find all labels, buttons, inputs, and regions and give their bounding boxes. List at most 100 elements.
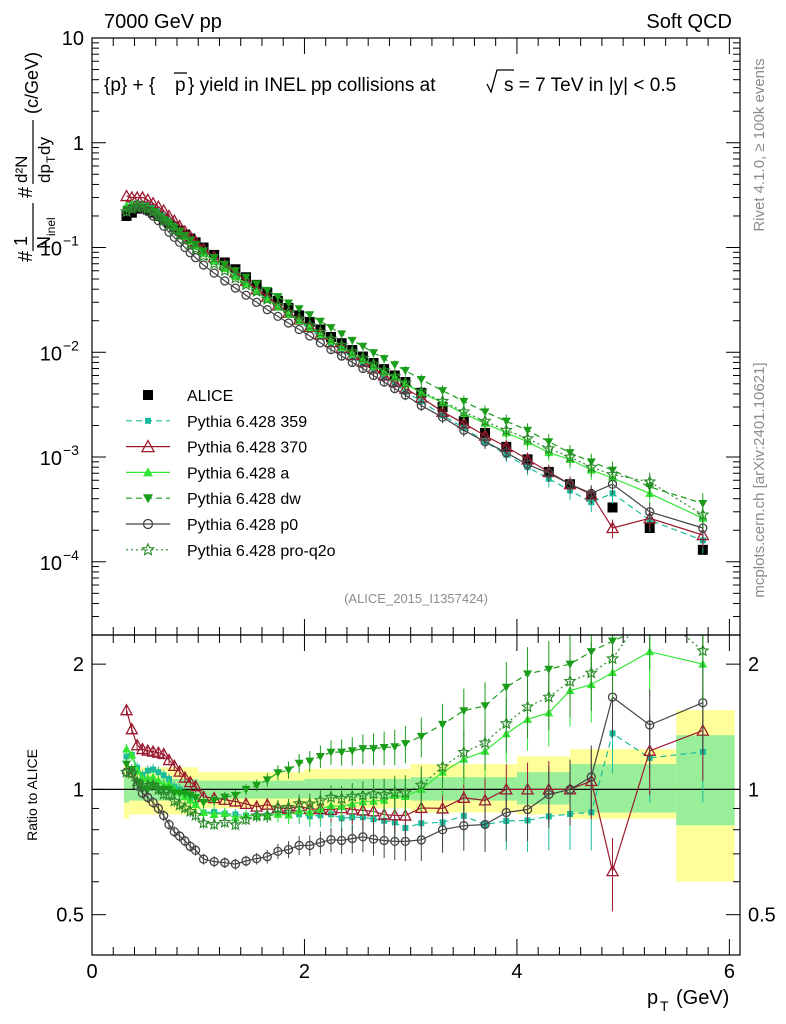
ratio-point-pq2o <box>542 690 556 703</box>
ratio-ytick-label: 2 <box>73 654 84 676</box>
side-label-top: Rivet 4.1.0, ≥ 100k events <box>751 58 768 231</box>
xtick-label: 4 <box>511 961 522 983</box>
ratio-point-pp0 <box>437 825 448 835</box>
main-ytick-label: 10 <box>62 28 84 50</box>
point-pdw <box>273 293 283 302</box>
ratio-point-p370 <box>414 801 428 814</box>
point-pp0 <box>252 297 262 307</box>
ratio-point-p370 <box>457 790 471 803</box>
ylabel-hash2: # <box>15 186 37 198</box>
point-pq2o <box>178 232 192 245</box>
legend-label-pdw: Pythia 6.428 dw <box>187 491 301 508</box>
ratio-point-p370 <box>239 797 253 810</box>
sqrt-sign <box>486 69 514 94</box>
point-pq2o <box>218 263 232 277</box>
ratio-point-pq2o <box>414 778 428 791</box>
legend-marker-ALICE <box>143 390 153 400</box>
ratio-point-pp0 <box>241 856 251 866</box>
header-right: Soft QCD <box>646 11 732 33</box>
point-pp0 <box>390 383 400 394</box>
ratio-ytick-label: 0.5 <box>56 905 84 927</box>
point-pp0 <box>305 331 315 341</box>
ratio-point-pp0 <box>645 720 655 730</box>
ratio-point-pq2o <box>218 815 232 828</box>
ratio-point-pp0 <box>143 792 153 803</box>
point-pq2o <box>188 241 203 255</box>
ratio-point-pa <box>220 809 230 818</box>
point-pq2o <box>542 441 556 455</box>
ratio-point-pq2o <box>335 791 349 805</box>
ylabel-d2n: d²N <box>12 156 31 183</box>
ratio-point-p370 <box>388 808 402 821</box>
ylabel-dp: dp <box>35 164 54 183</box>
main-ytick-label-base: 10 <box>40 239 62 261</box>
point-pp0 <box>565 479 575 489</box>
point-pa <box>273 302 283 311</box>
ylabel-hash1: # <box>15 250 37 262</box>
ratio-point-pq2o <box>196 816 211 829</box>
point-pp0 <box>336 351 347 361</box>
ratio-point-p359 <box>123 753 130 760</box>
ratio-point-pp0 <box>544 789 554 800</box>
ratio-point-pa <box>199 808 209 817</box>
point-pq2o <box>499 423 513 436</box>
point-pq2o <box>605 467 620 481</box>
point-pq2o <box>696 507 710 521</box>
ratio-point-pdw <box>273 769 283 778</box>
main-ytick-label-exp: −3 <box>63 442 79 458</box>
ratio-series-pq2o <box>119 635 710 831</box>
ratio-point-p370 <box>162 753 176 766</box>
ratio-point-pp0 <box>209 856 219 867</box>
ratio-point-p370 <box>188 779 203 792</box>
point-pdw <box>315 317 325 326</box>
ratio-point-pdw <box>698 602 707 610</box>
point-pp0 <box>400 390 411 400</box>
ratio-point-pp0 <box>190 845 201 855</box>
point-pdw <box>501 417 511 426</box>
point-pq2o <box>478 414 492 427</box>
main-ytick-label-base: 10 <box>40 448 62 470</box>
ratio-point-p370 <box>398 808 412 821</box>
point-pq2o <box>377 363 391 377</box>
xtick-label: 2 <box>299 961 310 983</box>
point-pq2o <box>563 450 577 463</box>
ratio-point-pp0 <box>273 846 283 857</box>
ratio-point-p370 <box>228 794 243 807</box>
ratio-point-pq2o <box>303 796 317 810</box>
ratio-point-pdw <box>305 757 315 766</box>
ratio-point-pp0 <box>252 853 262 864</box>
ratio-point-pdw <box>199 799 209 808</box>
ratio-point-pq2o <box>457 745 471 758</box>
point-pp0 <box>198 260 209 270</box>
ratio-point-pp0 <box>416 835 426 845</box>
legend-label-pp0: Pythia 6.428 p0 <box>187 517 298 534</box>
point-pdw <box>698 500 708 509</box>
main-ytick-label-exp: −4 <box>63 547 79 563</box>
ratio-point-pa <box>164 779 174 788</box>
ratio-point-pq2o <box>377 787 391 801</box>
legend-marker-p359 <box>145 417 151 424</box>
main-ytick-label-base: 10 <box>40 553 62 575</box>
title-part-c: } yield in INEL pp collisions at <box>188 75 436 96</box>
ratio-y-axis-label: Ratio to ALICE <box>24 749 40 841</box>
point-pp0 <box>220 276 230 286</box>
main-ytick-label: 1 <box>73 133 84 155</box>
title-part-d: s = 7 TeV in |y| < 0.5 <box>504 75 676 96</box>
point-pp0 <box>416 400 426 411</box>
point-pq2o <box>260 292 274 305</box>
x-axis-label: p T (GeV) <box>647 987 729 1014</box>
ratio-point-pp0 <box>153 803 164 814</box>
ratio-point-pp0 <box>230 859 241 869</box>
ratio-point-pdw <box>337 748 347 757</box>
ratio-point-pq2o <box>313 793 327 807</box>
legend-marker-pdw <box>143 494 153 504</box>
ratio-point-pq2o <box>563 674 577 687</box>
ratio-point-pp0 <box>336 835 347 846</box>
ratio-point-pp0 <box>283 844 294 855</box>
point-pq2o <box>281 305 296 319</box>
ratio-point-pq2o <box>125 766 139 779</box>
ratio-point-p370 <box>377 807 391 820</box>
ylabel-dy: dy <box>35 137 54 155</box>
ratio-point-p370 <box>119 703 134 716</box>
